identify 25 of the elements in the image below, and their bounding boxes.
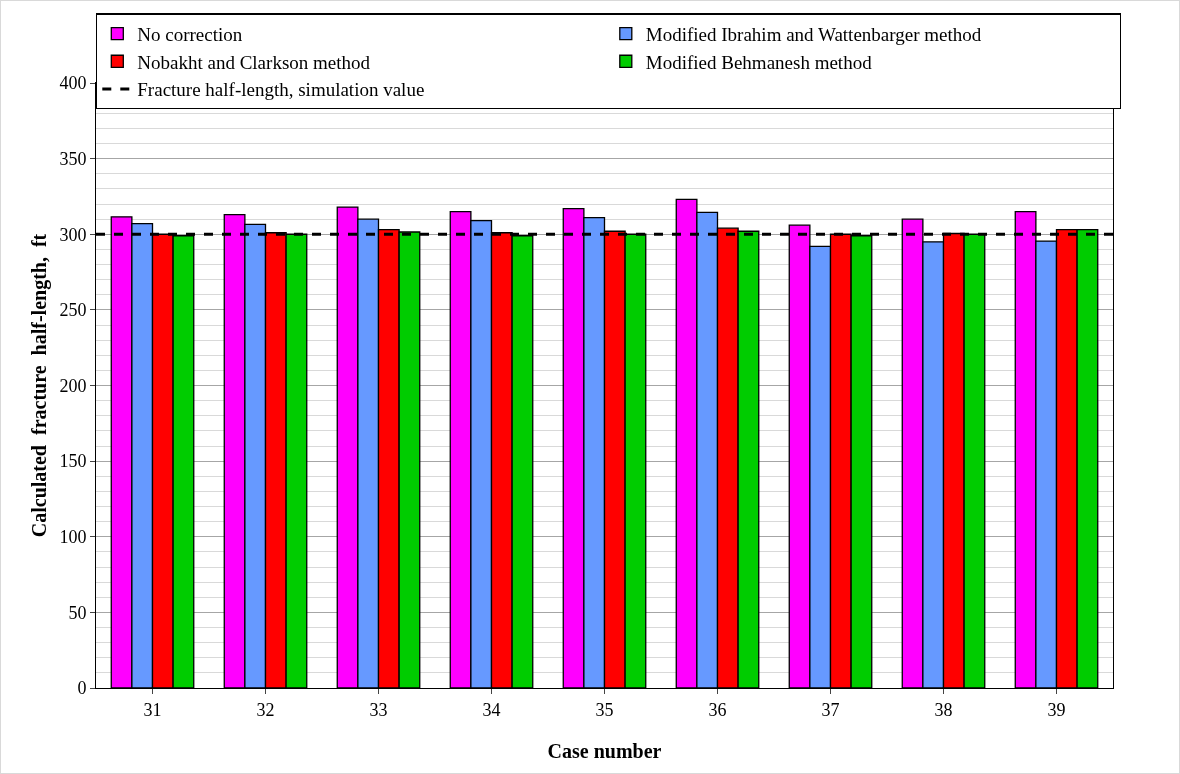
x-tick-label: 37 — [821, 699, 840, 720]
x-tick-label: 32 — [256, 699, 275, 720]
legend-label: Fracture half-length, simulation value — [137, 79, 425, 101]
x-axis-title: Case number — [547, 740, 662, 762]
y-tick-label: 250 — [59, 300, 87, 321]
y-tick-label: 50 — [68, 602, 87, 623]
legend-label: Modified Ibrahim and Wattenbarger method — [645, 23, 982, 45]
y-tick-label: 400 — [59, 73, 87, 94]
x-tick-label: 38 — [934, 699, 953, 720]
x-tick-label: 33 — [369, 699, 388, 720]
legend-label: No correction — [137, 23, 243, 45]
y-tick-label: 350 — [59, 148, 87, 169]
y-axis-title: Calculated fracture half-length, ft — [28, 233, 51, 538]
y-tick-label: 300 — [59, 224, 87, 245]
y-tick-label: 150 — [59, 451, 87, 472]
x-tick-label: 35 — [595, 699, 614, 720]
y-tick-label: 200 — [59, 375, 87, 396]
y-tick-label: 100 — [59, 527, 87, 548]
legend-label: Nobakht and Clarkson method — [137, 51, 371, 73]
legend-label: Modified Behmanesh method — [645, 51, 873, 73]
x-tick-label: 39 — [1047, 699, 1066, 720]
x-tick-label: 31 — [143, 699, 162, 720]
x-tick-label: 36 — [708, 699, 727, 720]
y-tick-label: 0 — [77, 678, 87, 699]
x-tick-label: 34 — [482, 699, 501, 720]
